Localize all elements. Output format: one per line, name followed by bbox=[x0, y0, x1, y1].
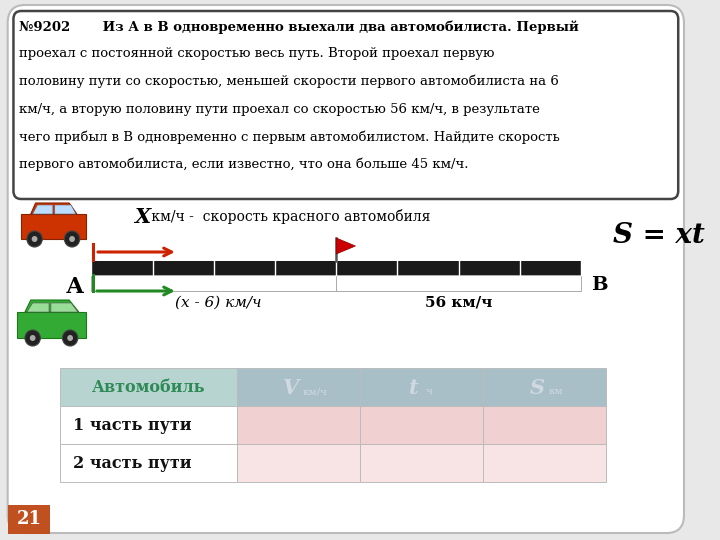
Text: В: В bbox=[591, 276, 608, 294]
Text: половину пути со скоростью, меньшей скорости первого автомобилиста на 6: половину пути со скоростью, меньшей скор… bbox=[19, 75, 559, 89]
Bar bbox=[360, 444, 483, 482]
Bar bbox=[60, 368, 238, 406]
Text: (x - 6) км/ч: (x - 6) км/ч bbox=[175, 296, 262, 310]
Circle shape bbox=[64, 231, 80, 247]
Text: V: V bbox=[283, 378, 300, 398]
Bar bbox=[8, 505, 50, 534]
Polygon shape bbox=[55, 205, 76, 214]
Text: 56 км/ч: 56 км/ч bbox=[425, 296, 492, 310]
Text: км/ч, а вторую половину пути проехал со скоростью 56 км/ч, в результате: км/ч, а вторую половину пути проехал со … bbox=[19, 103, 540, 116]
Polygon shape bbox=[31, 203, 77, 214]
Bar bbox=[360, 368, 483, 406]
Bar bbox=[483, 406, 606, 444]
Text: км/ч -  скорость красного автомобиля: км/ч - скорость красного автомобиля bbox=[147, 209, 431, 224]
Text: первого автомобилиста, если известно, что она больше 45 км/ч.: первого автомобилиста, если известно, чт… bbox=[19, 158, 469, 171]
Text: 1 часть пути: 1 часть пути bbox=[73, 416, 192, 434]
Polygon shape bbox=[51, 303, 78, 312]
Bar bbox=[238, 368, 360, 406]
Bar bbox=[21, 214, 86, 239]
Bar bbox=[336, 275, 581, 291]
Polygon shape bbox=[32, 205, 53, 214]
Text: проехал с постоянной скоростью весь путь. Второй проехал первую: проехал с постоянной скоростью весь путь… bbox=[19, 48, 495, 60]
Bar bbox=[91, 261, 581, 275]
Text: S: S bbox=[529, 378, 544, 398]
FancyBboxPatch shape bbox=[14, 11, 678, 199]
Text: t: t bbox=[409, 378, 419, 398]
Bar bbox=[483, 444, 606, 482]
Bar bbox=[360, 406, 483, 444]
FancyBboxPatch shape bbox=[8, 5, 684, 533]
Text: 21: 21 bbox=[17, 510, 41, 528]
Bar bbox=[238, 406, 360, 444]
Text: км: км bbox=[549, 388, 563, 396]
Bar bbox=[17, 312, 86, 338]
Text: Автомобиль: Автомобиль bbox=[91, 379, 205, 395]
Circle shape bbox=[67, 335, 73, 341]
Text: ч: ч bbox=[426, 388, 433, 396]
Text: 2 часть пути: 2 часть пути bbox=[73, 455, 192, 471]
Circle shape bbox=[27, 231, 42, 247]
Text: км/ч: км/ч bbox=[302, 388, 328, 396]
Bar bbox=[483, 368, 606, 406]
Circle shape bbox=[25, 330, 40, 346]
Polygon shape bbox=[27, 303, 49, 312]
Circle shape bbox=[30, 335, 35, 341]
Circle shape bbox=[32, 236, 37, 242]
Bar bbox=[238, 444, 360, 482]
Text: чего прибыл в В одновременно с первым автомобилистом. Найдите скорость: чего прибыл в В одновременно с первым ав… bbox=[19, 130, 560, 144]
Bar bbox=[60, 406, 238, 444]
Polygon shape bbox=[25, 300, 78, 312]
Text: X: X bbox=[135, 207, 150, 227]
Text: №9202       Из А в В одновременно выехали два автомобилиста. Первый: №9202 Из А в В одновременно выехали два … bbox=[19, 20, 579, 33]
Circle shape bbox=[63, 330, 78, 346]
Text: S = xt: S = xt bbox=[613, 222, 705, 249]
Bar bbox=[91, 275, 336, 291]
Text: А: А bbox=[66, 276, 84, 298]
Bar bbox=[60, 444, 238, 482]
Circle shape bbox=[69, 236, 75, 242]
Polygon shape bbox=[336, 238, 356, 254]
